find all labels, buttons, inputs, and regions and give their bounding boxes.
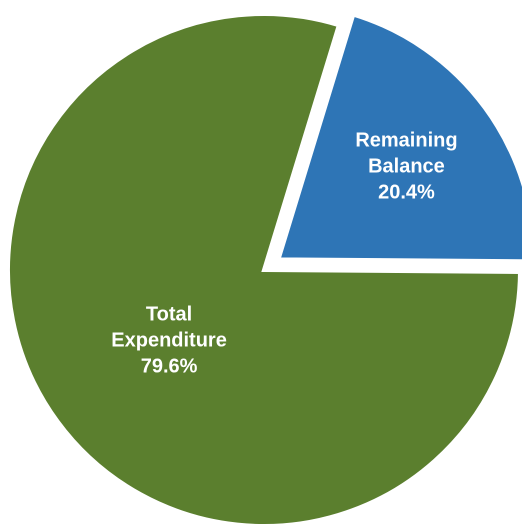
pie-category-label: Balance (368, 155, 445, 177)
pie-label-remaining-balance: Remaining Balance 20.4% (355, 129, 457, 203)
pie-slice-total-expenditure (6, 12, 522, 528)
pie-label-total-expenditure: Total Expenditure 79.6% (111, 304, 227, 378)
pie-slice-remaining-balance (275, 12, 522, 264)
pie-value-label: 20.4% (378, 181, 435, 203)
pie-labels: Remaining Balance 20.4% Total Expenditure 79.… (111, 129, 457, 377)
pie-slices (6, 12, 522, 528)
pie-category-label: Remaining (355, 129, 457, 151)
pie-value-label: 79.6% (141, 356, 198, 378)
pie-category-label: Total (146, 304, 192, 326)
pie-category-label: Expenditure (111, 330, 227, 352)
